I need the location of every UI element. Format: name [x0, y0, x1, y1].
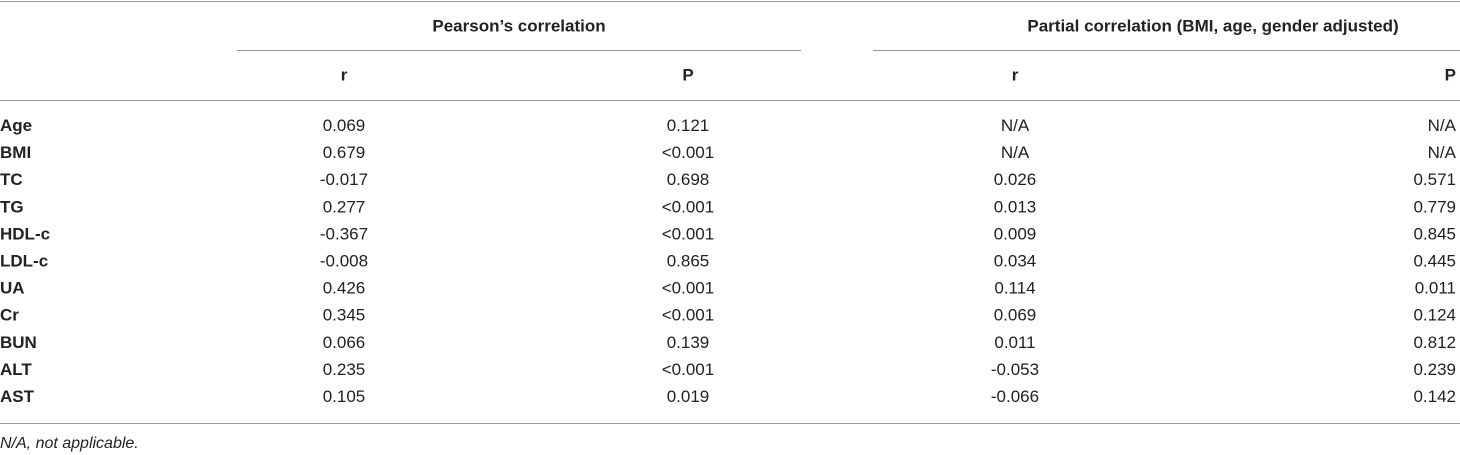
row-label: BUN	[0, 333, 37, 352]
cell: 0.026	[994, 170, 1037, 189]
column-header: r	[341, 65, 348, 84]
row-label: HDL-c	[0, 224, 50, 243]
cell: 0.698	[667, 170, 710, 189]
cell: 0.069	[323, 116, 366, 135]
cell: -0.017	[320, 170, 368, 189]
cell: <0.001	[662, 279, 714, 298]
cell: 0.011	[1415, 279, 1456, 298]
cell: 0.105	[323, 387, 366, 406]
cell: 0.139	[667, 333, 710, 352]
column-header: r	[1012, 65, 1019, 84]
cell: 0.009	[994, 224, 1037, 243]
cell: 0.239	[1413, 360, 1456, 379]
cell: 0.445	[1413, 251, 1456, 270]
footnote: N/A, not applicable.	[0, 435, 139, 452]
row-label: AST	[0, 387, 35, 406]
cell: 0.571	[1413, 170, 1456, 189]
cell: 0.142	[1413, 387, 1456, 406]
row-label: Age	[0, 116, 32, 135]
cell: -0.367	[320, 224, 368, 243]
cell: N/A	[1001, 116, 1030, 135]
column-header: P	[1445, 65, 1456, 84]
cell: 0.277	[323, 197, 366, 216]
row-label: Cr	[0, 306, 19, 325]
cell: 0.779	[1413, 197, 1456, 216]
row-label: LDL-c	[0, 251, 48, 270]
cell: 0.066	[323, 333, 366, 352]
cell: <0.001	[662, 306, 714, 325]
cell: 0.235	[323, 360, 366, 379]
cell: -0.008	[320, 251, 368, 270]
cell: 0.019	[667, 387, 710, 406]
cell: -0.066	[991, 387, 1039, 406]
cell: 0.426	[323, 279, 366, 298]
cell: 0.812	[1413, 333, 1456, 352]
cell: 0.069	[994, 306, 1037, 325]
row-label: TG	[0, 197, 24, 216]
cell: 0.345	[323, 306, 366, 325]
cell: 0.013	[994, 197, 1037, 216]
cell: 0.121	[667, 116, 710, 135]
cell: 0.845	[1413, 224, 1456, 243]
cell: 0.034	[994, 251, 1037, 270]
row-label: BMI	[0, 143, 31, 162]
group-header: Pearson’s correlation	[432, 16, 605, 35]
cell: N/A	[1428, 116, 1457, 135]
cell: 0.011	[994, 333, 1035, 352]
cell: <0.001	[662, 197, 714, 216]
cell: -0.053	[991, 360, 1039, 379]
group-header: Partial correlation (BMI, age, gender ad…	[1027, 16, 1398, 35]
cell: 0.865	[667, 251, 710, 270]
cell: 0.124	[1413, 306, 1456, 325]
column-header: P	[682, 65, 693, 84]
row-label: UA	[0, 279, 25, 298]
cell: N/A	[1428, 143, 1457, 162]
cell: 0.114	[994, 279, 1035, 298]
cell: <0.001	[662, 143, 714, 162]
cell: N/A	[1001, 143, 1030, 162]
cell: 0.679	[323, 143, 366, 162]
cell: <0.001	[662, 224, 714, 243]
row-label: ALT	[0, 360, 32, 379]
cell: <0.001	[662, 360, 714, 379]
row-label: TC	[0, 170, 23, 189]
